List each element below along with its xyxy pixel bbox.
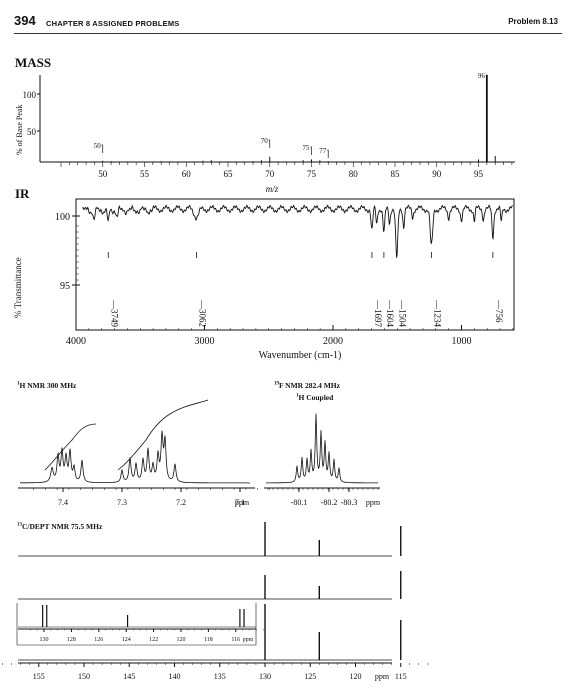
c-nmr-tick-label: 120: [350, 672, 362, 681]
c-inset-tick-label: 116: [231, 637, 240, 643]
h-nmr-tick-label: 7.3: [117, 498, 127, 507]
c-inset-tick-label: 122: [149, 637, 158, 643]
h-nmr-tick-label: 7.2: [176, 498, 186, 507]
ir-peak-label: —1504: [398, 299, 408, 328]
c-nmr-tick-label: 115: [395, 672, 407, 681]
mass-peak-label: 50: [94, 142, 102, 150]
h-nmr-tick-label: 7.4: [58, 498, 68, 507]
ir-x-tick-label: 4000: [66, 336, 86, 347]
c-inset-tick-label: 128: [67, 637, 76, 643]
f-nmr-subtitle: 1H Coupled: [296, 393, 334, 402]
mass-tick-label: 65: [224, 169, 234, 179]
mass-title: MASS: [15, 55, 52, 70]
h-nmr-unit: ppm: [235, 498, 250, 507]
c-nmr-tick-label: 130: [259, 672, 271, 681]
mass-tick-label: 85: [391, 169, 401, 179]
mass-tick-label: 80: [349, 169, 359, 179]
f-nmr-title: 19F NMR 282.4 MHz: [274, 381, 340, 390]
c-inset-tick-label: 118: [204, 637, 213, 643]
c-nmr-unit: ppm: [375, 672, 390, 681]
h-nmr-integral: [117, 399, 209, 471]
mass-peak-bracket: [327, 149, 329, 158]
ir-peak-label: —1697: [373, 299, 383, 328]
c-inset-tick-label: 130: [40, 637, 49, 643]
mass-tick-label: 55: [140, 169, 150, 179]
mass-peak-label: 77: [319, 147, 327, 155]
ir-x-tick-label: 1000: [452, 336, 472, 347]
h-nmr-integral: [44, 423, 97, 471]
mass-peak-bracket: [268, 139, 271, 148]
mass-peak-bracket: [485, 74, 488, 83]
ir-y-tick-label: 100: [55, 212, 70, 223]
mass-peak-label: 96: [478, 72, 486, 80]
mass-tick-label: 90: [432, 169, 442, 179]
mass-xlabel: m/z: [266, 184, 279, 194]
mass-tick-label: 50: [98, 169, 108, 179]
ir-x-tick-label: 3000: [195, 336, 215, 347]
c-nmr-tick-label: 135: [214, 672, 226, 681]
ir-peak-label: —1234: [432, 299, 442, 328]
chapter-title: CHAPTER 8 ASSIGNED PROBLEMS: [46, 19, 180, 28]
ir-peak-label: —3062: [198, 299, 208, 327]
ir-peak-label: —756: [494, 299, 504, 323]
mass-tick-label: 75: [307, 169, 317, 179]
ir-x-tick-label: 2000: [323, 336, 343, 347]
c-inset-tick-label: 126: [94, 637, 103, 643]
c-nmr-tick-label: 140: [169, 672, 181, 681]
ir-peak-label: —1604: [385, 299, 395, 328]
c-inset-tick-label: 124: [122, 637, 131, 643]
c-nmr-tick-label: 125: [304, 672, 316, 681]
c-nmr-tick-label: 155: [33, 672, 45, 681]
f-nmr-tick-label: -80.2: [321, 498, 338, 507]
h-nmr-trace: [20, 430, 250, 484]
c-nmr-tick-label: 150: [78, 672, 90, 681]
mass-peak-bracket: [101, 144, 104, 153]
f-nmr-unit: ppm: [366, 498, 381, 507]
mass-tick-label: 95: [474, 169, 484, 179]
ir-title: IR: [15, 186, 30, 201]
c-nmr-title: 13C/DEPT NMR 75.5 MHz: [17, 522, 103, 531]
h-nmr-tick-label: 7.1: [235, 498, 245, 507]
c-inset-unit: ppm: [243, 637, 254, 643]
mass-peak-bracket: [310, 146, 312, 155]
problem-label: Problem 8.13: [508, 17, 558, 26]
ir-frame: [75, 198, 515, 331]
ir-trace: [82, 204, 513, 258]
f-nmr-tick-label: -80.1: [291, 498, 308, 507]
f-nmr-trace: [266, 413, 378, 484]
ir-y-tick-label: 95: [60, 281, 70, 292]
header-rule: [14, 33, 562, 34]
mass-y-tick-label: 100: [23, 90, 37, 100]
c-nmr-tick-label: 145: [123, 672, 135, 681]
mass-peak-label: 75: [303, 144, 311, 152]
mass-peak-label: 70: [261, 137, 269, 145]
h-nmr-title: 1H NMR 300 MHz: [17, 381, 77, 390]
mass-tick-label: 70: [265, 169, 275, 179]
f-nmr-tick-label: -80.3: [341, 498, 358, 507]
page-number: 394: [14, 13, 36, 28]
ir-peak-label: —3749: [109, 299, 119, 328]
ir-xlabel: Wavenumber (cm-1): [259, 350, 342, 361]
c-inset-tick-label: 120: [177, 637, 186, 643]
mass-y-tick-label: 50: [27, 127, 37, 137]
mass-tick-label: 60: [182, 169, 192, 179]
